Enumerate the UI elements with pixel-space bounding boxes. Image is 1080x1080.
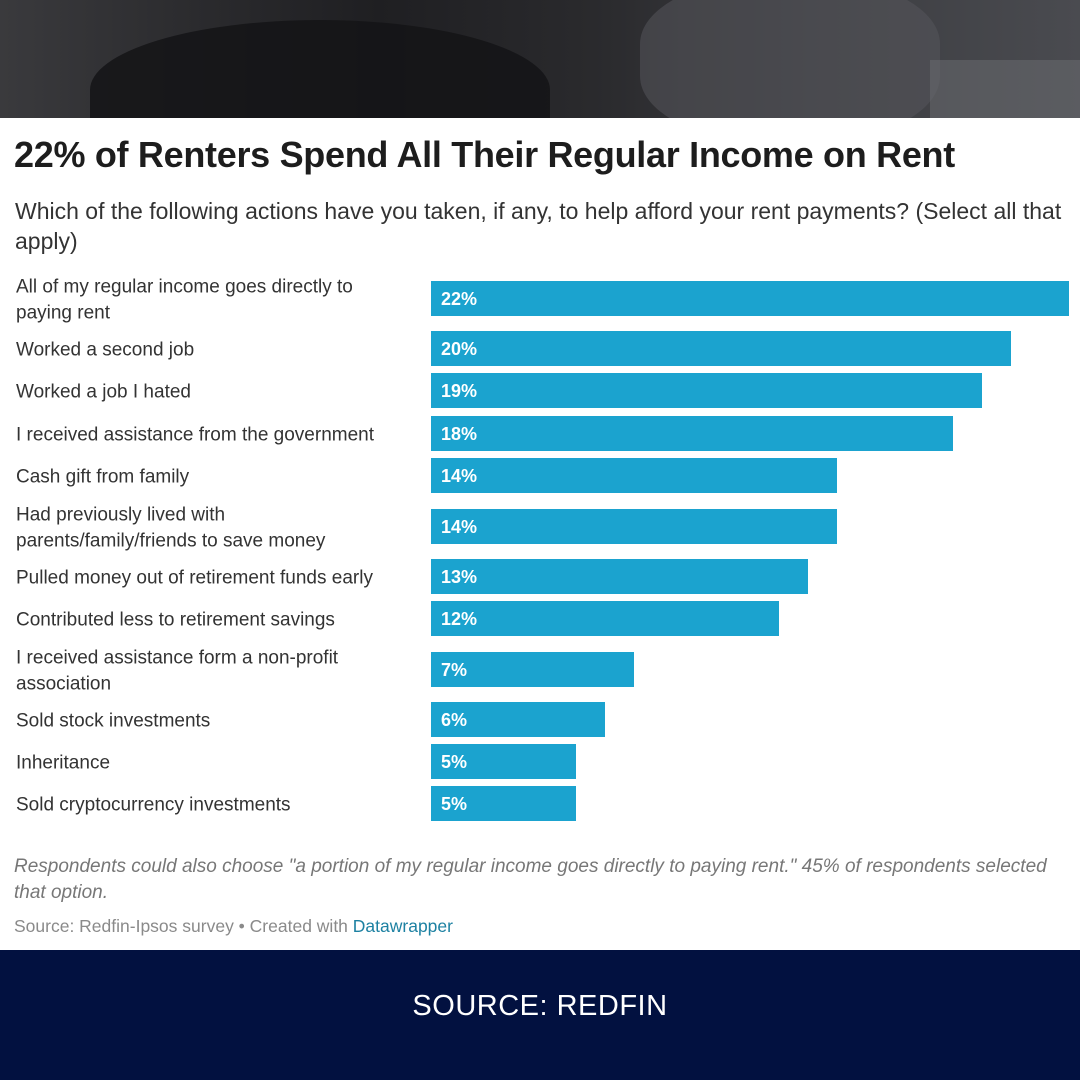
value-label: 13% <box>441 567 477 587</box>
bar <box>431 702 605 737</box>
background-photo <box>0 0 1080 118</box>
chart-source: Source: Redfin-Ipsos survey • Created wi… <box>14 916 453 937</box>
category-label: Cash gift from family <box>16 467 190 488</box>
bar <box>431 744 576 779</box>
category-label: All of my regular income goes directly t… <box>16 277 353 324</box>
category-label: I received assistance form a non-profit a… <box>16 648 339 695</box>
bar <box>431 281 1069 316</box>
value-label: 22% <box>441 289 477 309</box>
value-label: 14% <box>441 517 477 537</box>
chart-card: 22% of Renters Spend All Their Regular I… <box>0 118 1080 950</box>
bar <box>431 458 837 493</box>
bar <box>431 559 808 594</box>
value-label: 14% <box>441 466 477 486</box>
value-label: 19% <box>441 381 477 401</box>
bar <box>431 373 982 408</box>
source-text: Source: Redfin-Ipsos survey • Created wi… <box>14 916 353 936</box>
bar <box>431 416 953 451</box>
category-label: Worked a second job <box>16 340 194 361</box>
bar <box>431 652 634 687</box>
chart-title: 22% of Renters Spend All Their Regular I… <box>14 134 955 175</box>
photo-shape <box>640 0 940 118</box>
chart-subtitle: Which of the following actions have you … <box>15 198 1062 254</box>
category-label: Worked a job I hated <box>16 382 191 403</box>
value-label: 5% <box>441 794 467 814</box>
datawrapper-link[interactable]: Datawrapper <box>352 916 453 936</box>
bar <box>431 509 837 544</box>
photo-shape <box>930 60 1080 118</box>
photo-shape <box>90 20 550 118</box>
value-label: 5% <box>441 752 467 772</box>
bar <box>431 601 779 636</box>
bar <box>431 331 1011 366</box>
footer-text: SOURCE: REDFIN <box>412 990 668 1022</box>
category-label: Had previously lived with parents/family/… <box>16 505 326 552</box>
value-label: 18% <box>441 424 477 444</box>
category-label: Contributed less to retirement savings <box>16 610 335 631</box>
category-label: Pulled money out of retirement funds ear… <box>16 568 373 589</box>
bar-chart: 22% All of my regular income goes directl… <box>16 277 1069 821</box>
value-label: 12% <box>441 609 477 629</box>
value-label: 7% <box>441 660 467 680</box>
category-label: Inheritance <box>16 753 110 774</box>
category-label: Sold cryptocurrency investments <box>16 795 291 816</box>
bar <box>431 786 576 821</box>
chart-note: Respondents could also choose "a portion… <box>14 856 1047 903</box>
value-label: 20% <box>441 339 477 359</box>
category-label: Sold stock investments <box>16 711 210 732</box>
footer-banner: SOURCE: REDFIN <box>0 950 1080 1080</box>
value-label: 6% <box>441 710 467 730</box>
category-label: I received assistance from the governmen… <box>16 425 375 446</box>
